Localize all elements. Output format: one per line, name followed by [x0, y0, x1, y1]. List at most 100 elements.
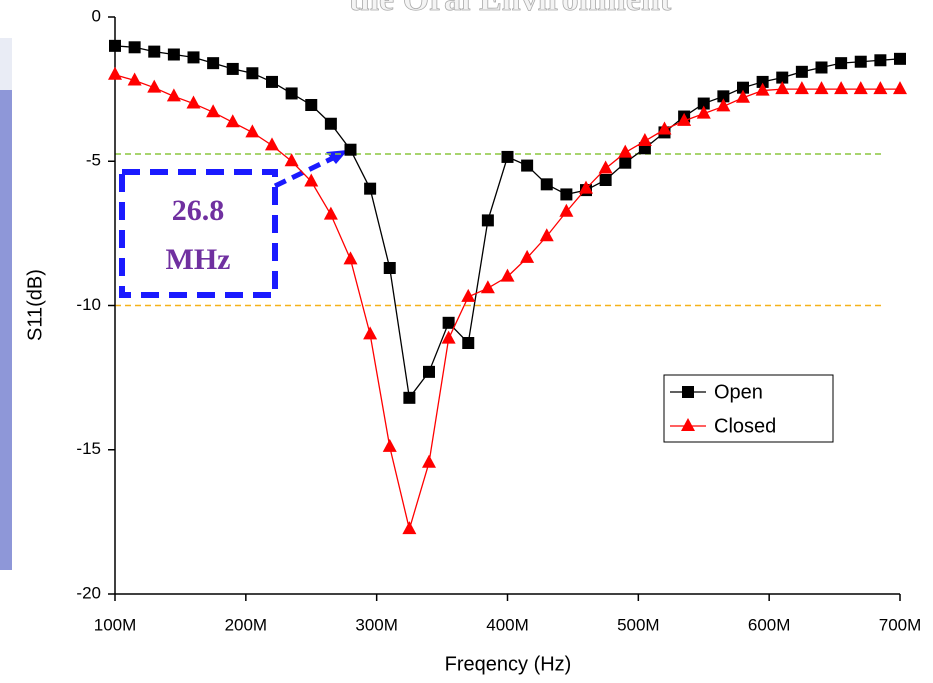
data-point — [814, 81, 829, 95]
annotation-text: 26.8 — [172, 194, 225, 227]
data-point — [696, 105, 711, 119]
data-point — [619, 156, 632, 169]
y-axis-title: S11(dB) — [24, 269, 46, 341]
data-point — [737, 81, 749, 94]
data-point — [305, 98, 318, 111]
x-tick-label: 600M — [748, 615, 791, 634]
data-point — [775, 81, 790, 95]
data-point — [402, 521, 417, 535]
data-point — [794, 81, 809, 95]
annotation-text: MHz — [166, 243, 231, 276]
series-line — [114, 45, 901, 400]
data-point — [736, 89, 750, 103]
data-point — [756, 75, 769, 88]
x-tick-label: 500M — [617, 615, 660, 634]
data-point — [441, 330, 456, 344]
data-point — [403, 391, 416, 404]
data-point — [598, 160, 613, 174]
y-tick-label: -15 — [76, 439, 101, 458]
data-point — [364, 182, 377, 195]
data-point — [462, 337, 475, 350]
data-point — [853, 81, 868, 95]
annotation-box — [119, 169, 278, 298]
data-point — [207, 57, 220, 70]
data-point — [637, 133, 652, 147]
data-point — [481, 214, 494, 227]
data-point — [559, 203, 574, 217]
data-point — [225, 114, 240, 128]
x-tick-label: 700M — [879, 615, 922, 634]
data-point — [423, 365, 435, 378]
background-slide-fragment — [0, 90, 12, 570]
background-slide-fragment — [0, 38, 12, 90]
chart-title: the Oral Environment — [349, 0, 672, 18]
data-point — [284, 153, 299, 167]
data-point — [245, 124, 260, 138]
x-tick-label: 200M — [225, 615, 268, 634]
data-point — [186, 95, 201, 109]
data-point — [539, 228, 554, 242]
y-tick-label: 0 — [92, 6, 101, 25]
data-point — [599, 174, 612, 187]
data-point — [363, 326, 378, 340]
data-point — [148, 45, 161, 58]
data-point — [560, 188, 573, 201]
data-point — [501, 150, 514, 163]
data-point — [127, 72, 142, 86]
data-point — [128, 41, 141, 54]
x-tick-label: 100M — [94, 615, 137, 634]
data-point — [677, 112, 692, 126]
y-tick-label: -10 — [76, 295, 101, 314]
data-point — [894, 52, 906, 65]
data-point — [166, 88, 181, 102]
data-point — [285, 87, 298, 100]
data-point — [167, 48, 180, 61]
data-point — [873, 81, 888, 95]
data-point — [540, 178, 553, 191]
y-tick-label: -5 — [86, 151, 101, 170]
x-tick-label: 300M — [355, 615, 398, 634]
annotation-arrow — [273, 155, 335, 189]
series-line — [114, 74, 900, 532]
data-point — [382, 438, 397, 452]
data-point — [755, 82, 770, 96]
data-point — [835, 57, 848, 70]
x-axis-title: Freqency (Hz) — [445, 653, 572, 675]
data-point — [776, 71, 789, 84]
data-point — [383, 261, 396, 274]
data-point — [854, 55, 867, 68]
data-point — [147, 79, 162, 93]
data-point — [717, 90, 730, 103]
data-point — [206, 104, 221, 118]
data-point — [893, 81, 907, 95]
data-point — [344, 143, 357, 156]
annotation-arrowhead — [326, 150, 348, 164]
data-point — [265, 137, 279, 151]
data-point — [442, 316, 455, 329]
data-point — [815, 61, 828, 74]
data-point — [579, 180, 593, 194]
data-point — [520, 249, 535, 263]
data-point — [266, 75, 278, 88]
data-point — [618, 144, 633, 158]
data-point — [343, 251, 358, 265]
data-point — [500, 268, 515, 282]
data-point — [187, 51, 200, 64]
data-point — [109, 39, 121, 52]
data-point — [834, 81, 849, 95]
data-point — [521, 159, 534, 172]
data-point — [480, 280, 495, 294]
data-point — [697, 97, 710, 110]
data-point — [108, 66, 122, 80]
data-point — [874, 54, 887, 67]
data-point — [323, 206, 338, 220]
data-point — [422, 454, 436, 468]
x-tick-label: 400M — [486, 615, 529, 634]
legend-marker — [681, 418, 695, 431]
y-tick-label: -20 — [76, 583, 101, 602]
data-point — [324, 117, 337, 130]
data-point — [304, 173, 319, 187]
legend-label: Open — [714, 381, 763, 403]
legend-marker — [682, 386, 694, 398]
legend-label: Closed — [714, 415, 776, 437]
